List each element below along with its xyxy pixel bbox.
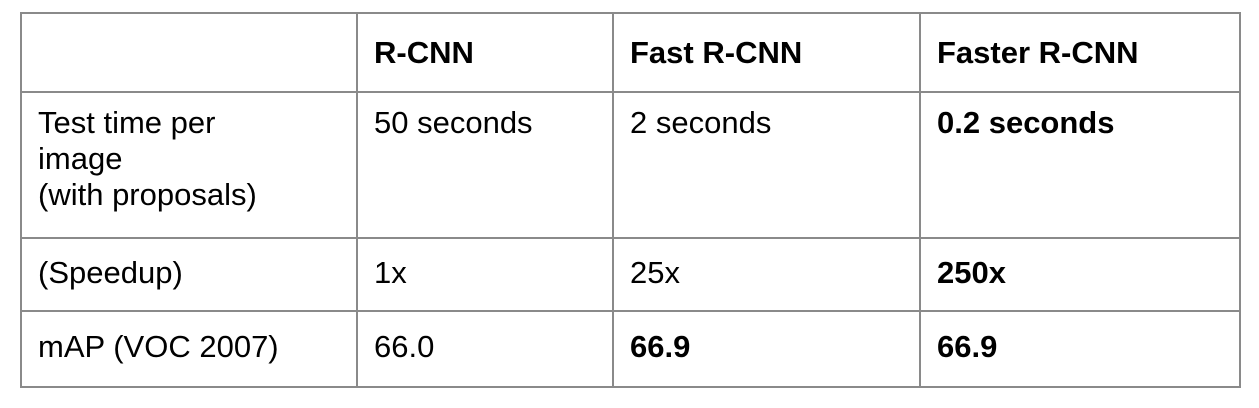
row-label-line: image — [38, 141, 123, 176]
cell-faster-rcnn-test-time: 0.2 seconds — [919, 91, 1241, 239]
table-row: Test time per image (with proposals) 50 … — [20, 91, 1241, 239]
comparison-table: R-CNN Fast R-CNN Faster R-CNN Test time … — [20, 12, 1241, 388]
cell-rcnn-test-time: 50 seconds — [356, 91, 614, 239]
table-row: (Speedup) 1x 25x 250x — [20, 237, 1241, 312]
row-label-test-time: Test time per image (with proposals) — [20, 91, 358, 239]
cell-rcnn-map: 66.0 — [356, 310, 614, 388]
row-label-line: Test time per — [38, 105, 216, 140]
row-label-speedup: (Speedup) — [20, 237, 358, 312]
header-rcnn: R-CNN — [356, 12, 614, 93]
header-corner-cell — [20, 12, 358, 93]
table-row: mAP (VOC 2007) 66.0 66.9 66.9 — [20, 310, 1241, 388]
header-faster-rcnn: Faster R-CNN — [919, 12, 1241, 93]
header-row: R-CNN Fast R-CNN Faster R-CNN — [20, 12, 1241, 93]
cell-faster-rcnn-speedup: 250x — [919, 237, 1241, 312]
cell-fast-rcnn-speedup: 25x — [612, 237, 921, 312]
cell-fast-rcnn-test-time: 2 seconds — [612, 91, 921, 239]
row-label-line: (with proposals) — [38, 177, 257, 212]
cell-faster-rcnn-map: 66.9 — [919, 310, 1241, 388]
header-fast-rcnn: Fast R-CNN — [612, 12, 921, 93]
cell-rcnn-speedup: 1x — [356, 237, 614, 312]
row-label-map: mAP (VOC 2007) — [20, 310, 358, 388]
cell-fast-rcnn-map: 66.9 — [612, 310, 921, 388]
